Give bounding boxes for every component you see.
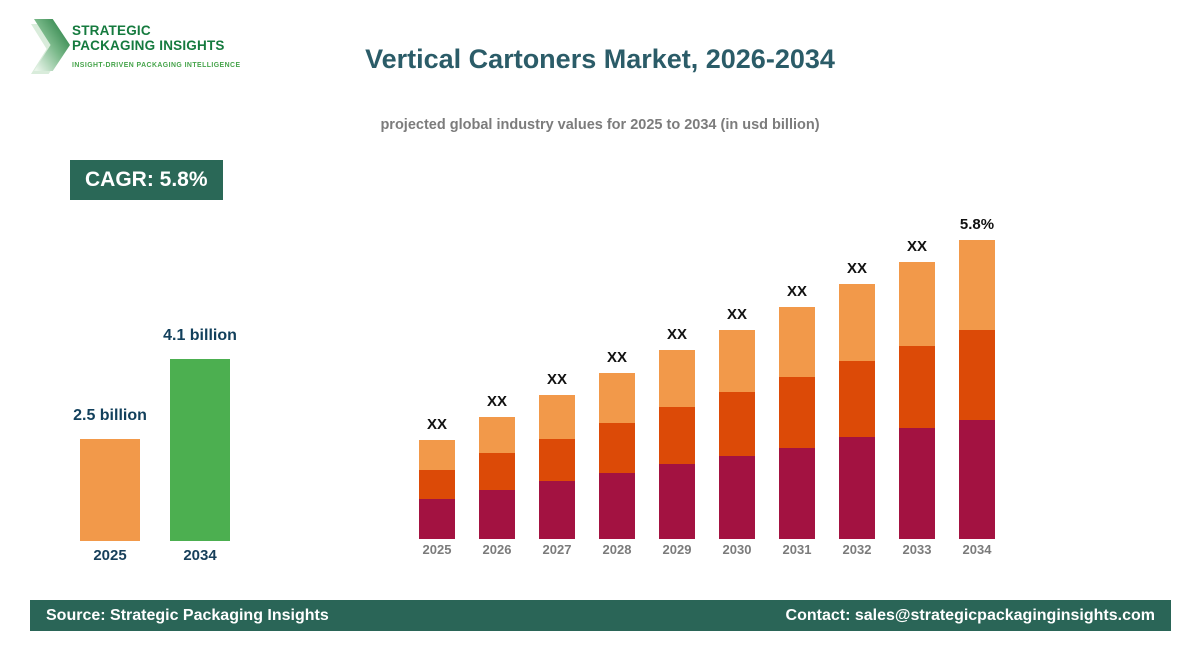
bar-value-label: 5.8%: [959, 216, 995, 233]
stacked-bar-2030: XX 2030: [719, 195, 755, 557]
top-segment: [779, 307, 815, 377]
axis-year-label: 2030: [722, 542, 752, 557]
bar-value-label: XX: [606, 349, 627, 366]
brand-name-line2: PACKAGING INSIGHTS: [72, 37, 225, 53]
axis-year-label: 2028: [602, 542, 632, 557]
middle-segment: [539, 439, 575, 481]
bar-value-label: XX: [486, 393, 507, 410]
page-title: Vertical Cartoners Market, 2026-2034: [365, 44, 835, 74]
axis-year-label: 2034: [962, 542, 992, 557]
middle-segment: [959, 330, 995, 420]
middle-segment: [479, 453, 515, 490]
top-segment: [899, 262, 935, 346]
mini-bar-value-label: 2.5 billion: [73, 407, 147, 424]
bottom-segment: [479, 490, 515, 539]
stacked-bar-2026: XX 2026: [479, 195, 515, 557]
stacked-bar-2028: XX 2028: [599, 195, 635, 557]
axis-year-label: 2025: [422, 542, 452, 557]
stacked-bar-2034: 5.8% 2034: [959, 195, 995, 557]
stacked-bar-2033: XX 2033: [899, 195, 935, 557]
bottom-segment: [659, 464, 695, 539]
footer-bar: Source: Strategic Packaging Insights Con…: [30, 600, 1171, 631]
brand-tagline: INSIGHT-DRIVEN PACKAGING INTELLIGENCE: [72, 62, 241, 70]
mini-bar-value-label: 4.1 billion: [163, 327, 237, 344]
middle-segment: [659, 407, 695, 464]
top-segment: [719, 330, 755, 392]
cagr-badge: CAGR: 5.8%: [70, 160, 223, 200]
middle-segment: [779, 377, 815, 448]
stacked-bar-2029: XX 2029: [659, 195, 695, 557]
brand-logo: STRATEGIC PACKAGING INSIGHTS INSIGHT-DRI…: [30, 12, 290, 82]
middle-segment: [599, 423, 635, 473]
middle-segment: [719, 392, 755, 456]
bar-value-label: XX: [546, 371, 567, 388]
brand-name-line1: STRATEGIC: [72, 23, 151, 38]
bottom-segment: [959, 420, 995, 539]
bar-value-label: XX: [426, 416, 447, 433]
bottom-segment: [719, 456, 755, 539]
bottom-segment: [839, 437, 875, 539]
page-subtitle: projected global industry values for 202…: [380, 117, 820, 133]
projection-stacked-chart: XX 2025 XX 2026 XX 2027 XX 2028 XX 2029 XX 2030 XX 20…: [419, 195, 1039, 557]
footer-source: Source: Strategic Packaging Insights: [46, 606, 329, 624]
bottom-segment: [779, 448, 815, 539]
top-segment: [479, 417, 515, 453]
axis-year-label: 2033: [902, 542, 932, 557]
axis-year-label: 2031: [782, 542, 812, 557]
bar-value-label: XX: [906, 238, 927, 255]
stacked-bar-2032: XX 2032: [839, 195, 875, 557]
axis-year-label: 2029: [662, 542, 692, 557]
bottom-segment: [899, 428, 935, 539]
mini-bar-2034: [170, 359, 230, 541]
axis-year-label: 2026: [482, 542, 512, 557]
brand-logo-text: STRATEGIC PACKAGING INSIGHTS INSIGHT-DRI…: [72, 23, 241, 70]
stacked-bar-2025: XX 2025: [419, 195, 455, 557]
mini-axis-year-label: 2025: [93, 547, 127, 564]
axis-year-label: 2027: [542, 542, 572, 557]
top-segment: [539, 395, 575, 439]
summary-growth-chart: 2.5 billion 2025 4.1 billion 2034: [70, 300, 250, 564]
bar-value-label: XX: [726, 306, 747, 323]
middle-segment: [419, 470, 455, 499]
bottom-segment: [599, 473, 635, 539]
mini-bar-2025: [80, 439, 140, 541]
top-segment: [599, 373, 635, 423]
middle-segment: [899, 346, 935, 428]
mini-axis-year-label: 2034: [183, 547, 217, 564]
top-segment: [419, 440, 455, 470]
stacked-bar-2027: XX 2027: [539, 195, 575, 557]
top-segment: [659, 350, 695, 407]
middle-segment: [839, 361, 875, 437]
bottom-segment: [539, 481, 575, 539]
footer-contact: Contact: sales@strategicpackaginginsight…: [785, 606, 1155, 624]
bar-value-label: XX: [846, 260, 867, 277]
top-segment: [959, 240, 995, 330]
bar-value-label: XX: [666, 326, 687, 343]
bottom-segment: [419, 499, 455, 539]
top-segment: [839, 284, 875, 361]
stacked-bar-2031: XX 2031: [779, 195, 815, 557]
bar-value-label: XX: [786, 283, 807, 300]
axis-year-label: 2032: [842, 542, 872, 557]
